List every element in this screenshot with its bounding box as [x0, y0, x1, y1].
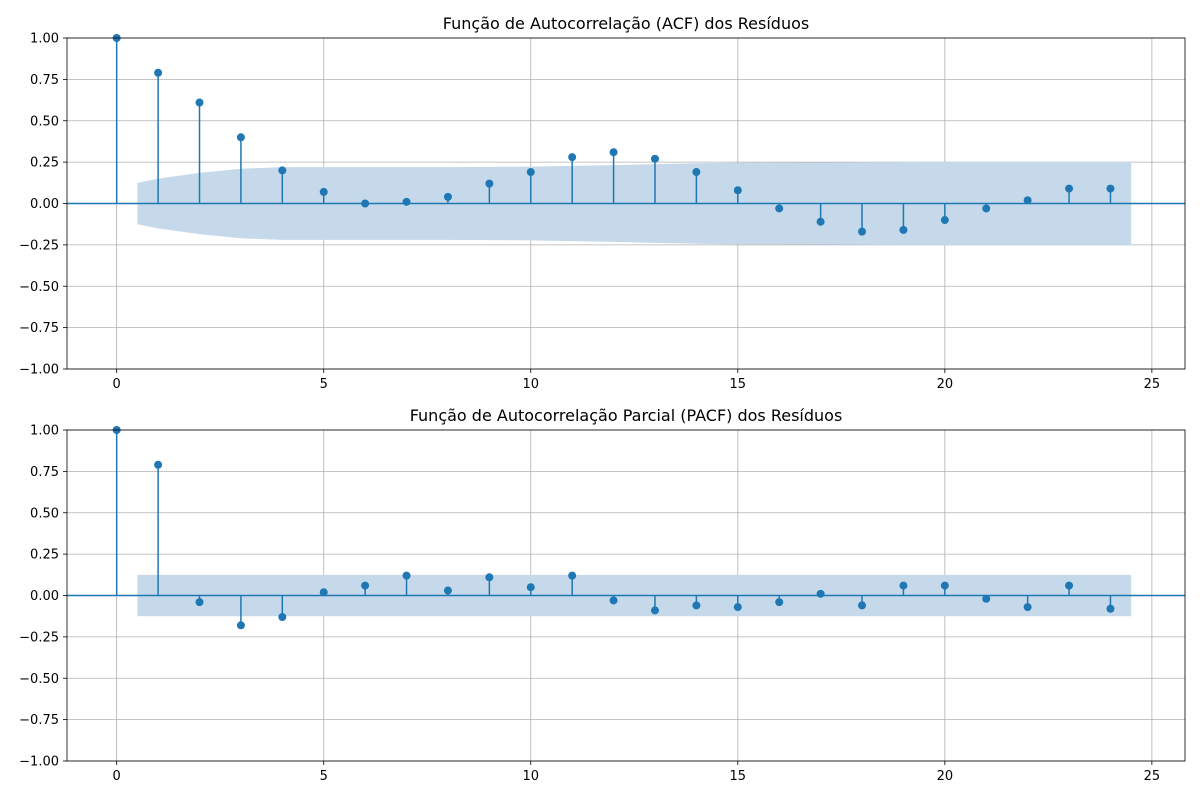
- acf-y-tick-label: −0.25: [19, 238, 59, 253]
- pacf-point: [236, 621, 245, 630]
- acf-point: [982, 204, 991, 213]
- acf-y-tick-label: −0.50: [19, 280, 59, 295]
- acf-point: [278, 166, 287, 175]
- acf-plot: 0 5 10 15 20 25 −1.00 −0.75 −0.50 −0.25 0.00 0.25 0.…: [19, 14, 1186, 392]
- acf-y-tick-label: 1.00: [30, 32, 59, 47]
- pacf-point: [692, 601, 701, 610]
- acf-point: [526, 168, 535, 177]
- acf-y-tick-label: 0.75: [30, 73, 59, 88]
- acf-point: [236, 133, 245, 142]
- pacf-x-tick-label: 20: [937, 769, 954, 784]
- pacf-point: [1065, 581, 1074, 590]
- acf-x-tick-label: 10: [522, 377, 539, 392]
- acf-point: [899, 225, 908, 234]
- acf-point: [154, 68, 163, 77]
- acf-point: [319, 187, 328, 196]
- pacf-point: [402, 571, 411, 580]
- pacf-point: [526, 583, 535, 592]
- pacf-x-tick-label: 15: [730, 769, 747, 784]
- pacf-x-tick-label: 10: [522, 769, 539, 784]
- acf-title: Função de Autocorrelação (ACF) dos Resíd…: [443, 14, 809, 33]
- pacf-point: [568, 571, 577, 580]
- acf-point: [650, 154, 659, 163]
- pacf-y-tick-label: −1.00: [19, 755, 59, 770]
- acf-point: [443, 192, 452, 201]
- pacf-point: [775, 598, 784, 607]
- pacf-y-tick-label: −0.25: [19, 630, 59, 645]
- pacf-x-tick-label: 5: [320, 769, 328, 784]
- acf-point: [568, 153, 577, 162]
- acf-point: [361, 199, 370, 208]
- acf-point: [858, 227, 867, 236]
- pacf-point: [278, 613, 287, 622]
- acf-point: [485, 179, 494, 188]
- pacf-point: [195, 598, 204, 607]
- acf-point: [816, 217, 825, 226]
- acf-x-tick-label: 15: [730, 377, 747, 392]
- pacf-x-tick-label: 0: [113, 769, 121, 784]
- pacf-x-tick-label: 25: [1144, 769, 1161, 784]
- acf-point: [402, 197, 411, 206]
- pacf-y-tick-label: 0.25: [30, 548, 59, 563]
- pacf-y-tick-label: −0.50: [19, 672, 59, 687]
- acf-point: [1023, 196, 1032, 205]
- pacf-point: [650, 606, 659, 615]
- acf-y-tick-label: 0.25: [30, 156, 59, 171]
- pacf-point: [858, 601, 867, 610]
- pacf-point: [982, 594, 991, 603]
- acf-y-tick-label: 0.00: [30, 197, 59, 212]
- acf-x-tick-label: 20: [937, 377, 954, 392]
- pacf-point: [899, 581, 908, 590]
- acf-point: [1065, 184, 1074, 193]
- pacf-point: [816, 589, 825, 598]
- acf-point: [195, 98, 204, 107]
- pacf-point: [443, 586, 452, 595]
- pacf-title: Função de Autocorrelação Parcial (PACF) …: [410, 406, 843, 425]
- pacf-point: [154, 460, 163, 469]
- pacf-y-tick-label: 1.00: [30, 424, 59, 439]
- pacf-point: [733, 603, 742, 612]
- pacf-point: [1106, 604, 1115, 613]
- pacf-plot: 0 5 10 15 20 25 −1.00 −0.75 −0.50 −0.25 0.00 0.25 0.…: [19, 406, 1186, 784]
- acf-y-tick-label: −0.75: [19, 321, 59, 336]
- pacf-y-tick-label: 0.00: [30, 589, 59, 604]
- acf-point: [733, 186, 742, 195]
- acf-x-tick-label: 0: [113, 377, 121, 392]
- acf-x-tick-label: 25: [1144, 377, 1161, 392]
- acf-y-tick-label: 0.50: [30, 114, 59, 129]
- pacf-point: [940, 581, 949, 590]
- pacf-point: [485, 573, 494, 582]
- acf-point: [692, 168, 701, 177]
- acf-point: [775, 204, 784, 213]
- pacf-y-tick-label: −0.75: [19, 713, 59, 728]
- pacf-point: [609, 596, 618, 605]
- pacf-point: [1023, 603, 1032, 612]
- pacf-y-tick-label: 0.50: [30, 506, 59, 521]
- acf-point: [1106, 184, 1115, 193]
- acf-x-tick-label: 5: [320, 377, 328, 392]
- acf-point: [609, 148, 618, 157]
- pacf-y-tick-label: 0.75: [30, 465, 59, 480]
- acf-y-tick-label: −1.00: [19, 363, 59, 378]
- pacf-point: [361, 581, 370, 590]
- pacf-point: [319, 588, 328, 597]
- acf-point: [940, 216, 949, 225]
